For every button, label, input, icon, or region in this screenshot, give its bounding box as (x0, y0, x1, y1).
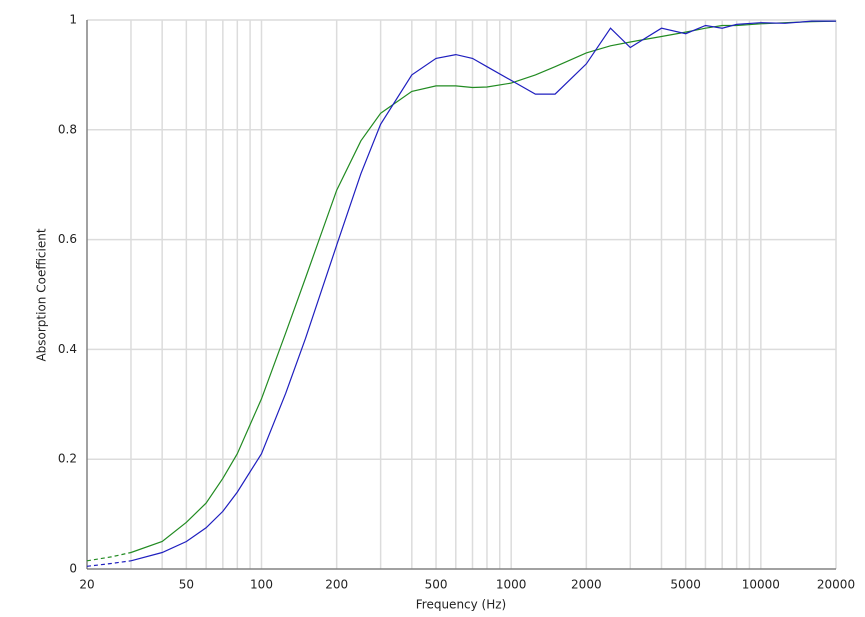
x-tick-label: 10000 (742, 578, 780, 592)
x-axis-label: Frequency (Hz) (416, 598, 507, 612)
series-line-dashed (86, 551, 132, 562)
x-tick-label: 100 (250, 578, 273, 592)
y-tick-label: 0.4 (58, 342, 77, 356)
y-tick-label: 0.6 (58, 232, 77, 246)
x-tick-label: 2000 (571, 578, 602, 592)
series-line (130, 20, 836, 562)
series-line (130, 20, 837, 554)
y-tick-label: 0.8 (58, 122, 77, 136)
y-tick-label: 1 (69, 13, 77, 27)
y-tick-label: 0.2 (58, 452, 77, 466)
y-axis-label: Absorption Coefficient (35, 228, 49, 361)
x-tick-label: 200 (325, 578, 348, 592)
x-tick-label: 1000 (496, 578, 527, 592)
series-line-dashed (86, 560, 132, 567)
x-tick-label: 20 (79, 578, 94, 592)
x-tick-label: 20000 (817, 578, 855, 592)
x-tick-label: 50 (179, 578, 194, 592)
y-tick-label: 0 (69, 562, 77, 576)
x-tick-label: 5000 (670, 578, 701, 592)
x-tick-label: 500 (425, 578, 448, 592)
